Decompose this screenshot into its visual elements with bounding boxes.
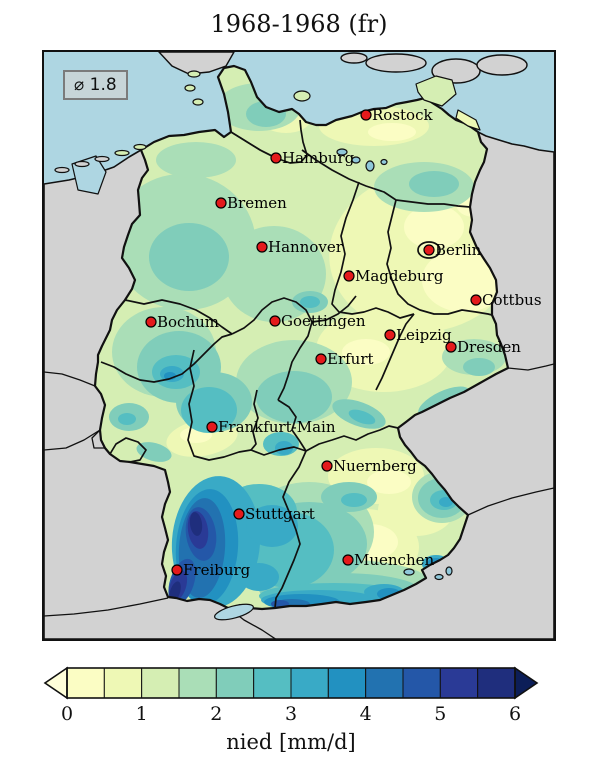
city-dot-berlin <box>423 244 435 256</box>
city-dot-cottbus <box>470 294 482 306</box>
colorbar: 0 1 2 3 4 5 6 <box>43 666 539 725</box>
map-frame: Rostock Hamburg Bremen Hannover Berlin Magdeb… <box>42 50 556 641</box>
city-label-hamburg: Hamburg <box>282 149 355 167</box>
colorbar-segment-9 <box>402 667 441 699</box>
city-dot-goettingen <box>269 315 281 327</box>
colorbar-segment-8 <box>365 667 404 699</box>
city-dot-hannover <box>256 241 268 253</box>
city-label-goettingen: Goettingen <box>281 312 366 330</box>
city-dot-freiburg <box>171 564 183 576</box>
city-label-berlin: Berlin <box>435 241 482 259</box>
city-dot-frankfurt-main <box>206 421 218 433</box>
city-label-bremen: Bremen <box>227 194 287 212</box>
city-label-stuttgart: Stuttgart <box>245 505 315 523</box>
city-label-frankfurt-main: Frankfurt-Main <box>218 418 336 436</box>
state-borders <box>100 119 493 609</box>
city-label-muenchen: Muenchen <box>354 551 434 569</box>
colorbar-under-arrow <box>43 666 68 700</box>
city-dot-leipzig <box>384 329 396 341</box>
city-dot-hamburg <box>270 152 282 164</box>
colorbar-over-arrow <box>514 666 539 700</box>
colorbar-segments <box>66 667 516 699</box>
city-dot-erfurt <box>315 353 327 365</box>
city-label-freiburg: Freiburg <box>183 561 251 579</box>
colorbar-segment-7 <box>327 667 367 699</box>
colorbar-segment-11 <box>477 667 516 699</box>
city-label-cottbus: Cottbus <box>482 291 542 309</box>
city-label-leipzig: Leipzig <box>396 326 452 344</box>
colorbar-segment-0 <box>66 667 105 699</box>
city-dot-stuttgart <box>233 508 245 520</box>
colorbar-segment-10 <box>439 667 479 699</box>
city-dot-bremen <box>215 197 227 209</box>
city-label-erfurt: Erfurt <box>327 350 374 368</box>
colorbar-tick-2: 2 <box>210 703 222 725</box>
city-label-nuernberg: Nuernberg <box>333 457 417 475</box>
cities-layer: Rostock Hamburg Bremen Hannover Berlin Magdeb… <box>145 106 542 579</box>
colorbar-tick-3: 3 <box>285 703 297 725</box>
colorbar-segment-1 <box>103 667 143 699</box>
colorbar-tick-0: 0 <box>61 703 73 725</box>
city-label-dresden: Dresden <box>457 338 521 356</box>
city-dot-magdeburg <box>343 270 355 282</box>
germany-precipitation-map: Rostock Hamburg Bremen Hannover Berlin Magdeb… <box>44 52 554 639</box>
city-dot-dresden <box>445 341 457 353</box>
city-label-magdeburg: Magdeburg <box>355 267 444 285</box>
city-dot-nuernberg <box>321 460 333 472</box>
figure-title: 1968-1968 (fr) <box>210 10 388 38</box>
islands-and-lakes <box>54 70 481 621</box>
colorbar-segment-3 <box>178 667 217 699</box>
city-dot-rostock <box>360 109 372 121</box>
colorbar-tick-6: 6 <box>509 703 521 725</box>
colorbar-segment-5 <box>253 667 292 699</box>
city-dot-bochum <box>145 316 157 328</box>
colorbar-tick-1: 1 <box>136 703 148 725</box>
colorbar-segment-6 <box>290 667 329 699</box>
colorbar-outline <box>66 667 516 699</box>
colorbar-axis-label: nied [mm/d] <box>226 730 356 754</box>
city-label-bochum: Bochum <box>157 313 219 331</box>
denmark-land <box>158 52 528 84</box>
colorbar-tick-4: 4 <box>360 703 372 725</box>
colorbar-segment-4 <box>215 667 255 699</box>
colorbar-segment-2 <box>141 667 180 699</box>
mean-value-badge: ⌀ 1.8 <box>63 70 128 100</box>
colorbar-tick-5: 5 <box>434 703 446 725</box>
city-label-hannover: Hannover <box>268 238 344 256</box>
city-label-rostock: Rostock <box>372 106 433 124</box>
country-borders <box>44 363 554 639</box>
colorbar-tick-labels: 0 1 2 3 4 5 6 <box>61 703 521 725</box>
city-dot-muenchen <box>342 554 354 566</box>
